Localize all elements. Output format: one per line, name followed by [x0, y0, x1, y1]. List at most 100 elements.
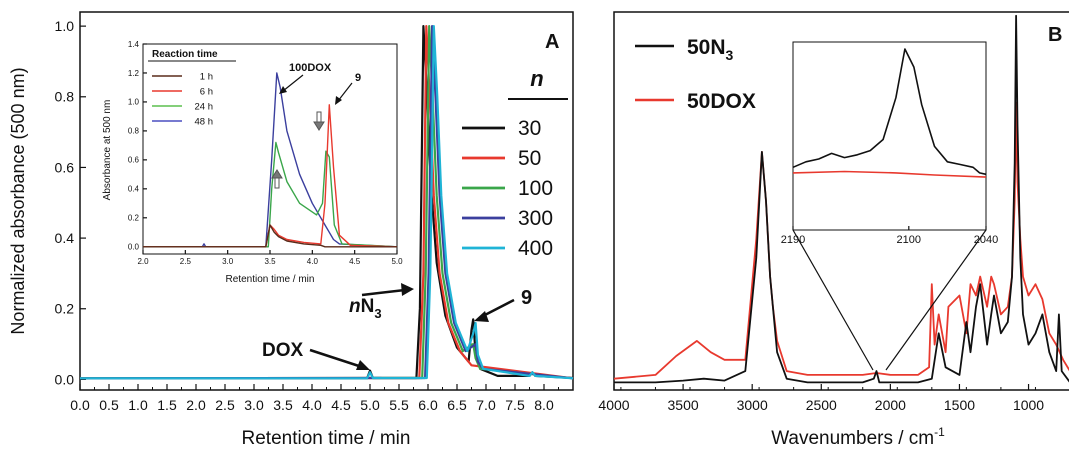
- panel-b-inset-ticks: 2190 2100 2040: [781, 226, 998, 246]
- panel-a-xtick-label: 4.5: [331, 397, 351, 413]
- inset-legend: Reaction time 1 h 6 h 24 h 48 h: [148, 49, 236, 128]
- inset-legend-label-24h: 24 h: [195, 102, 214, 113]
- panel-a-y-axis-label: Normalized absorbance (500 nm): [8, 67, 28, 334]
- annotation-9-arrow: [480, 298, 515, 319]
- panel-a-xtick-label: 0.0: [70, 397, 90, 413]
- inset-y-axis-label: Absorbance at 500 nm: [102, 100, 113, 201]
- panel-b-series: [613, 14, 1069, 384]
- panel-a-ticks: 0.0 0.5 1.0 1.5 2.0 2.5 3.0 3.5 4.0 4.5 5.0 5.5 6.0 6…: [55, 18, 574, 413]
- panel-b-xtick-label: 2500: [806, 397, 837, 413]
- panel-b: 4000 3500 3000 2500 2000 1500 1000 B Wavenumbe…: [598, 11, 1069, 449]
- annotation-9-label: 9: [521, 287, 532, 309]
- inset-ytick-label: 0.0: [128, 243, 140, 252]
- panel-b-inset-xtick-label: 2190: [781, 234, 805, 246]
- panel-b-xtick-label: 4000: [598, 397, 629, 413]
- legend-n-30-label: 30: [518, 117, 541, 140]
- panel-a-xtick-label: 7.0: [476, 397, 496, 413]
- panel-a-ytick-label: 0.2: [55, 301, 75, 317]
- panel-a-series-line-400: [80, 25, 574, 380]
- inset-down-arrow: [313, 111, 325, 131]
- inset-legend-label-1h: 1 h: [200, 72, 213, 83]
- annotation-9: 9: [474, 287, 532, 322]
- inset-xtick-label: 2.0: [137, 257, 149, 266]
- panel-a-series: [79, 25, 574, 380]
- panel-b-plot-frame: [613, 11, 1069, 391]
- inset-annotation-100dox-arrow: [282, 74, 304, 92]
- inset-series-line-24-h: [143, 141, 398, 248]
- annotation-dox: DOX: [262, 340, 370, 370]
- inset-xtick-label: 4.0: [307, 257, 319, 266]
- legend-n-400-label: 400: [518, 237, 553, 260]
- panel-a-inset: 2.0 2.5 3.0 3.5 4.0 4.5 5.0 0.0 0.2 0.4 0.6 0.8 1.0 1…: [102, 40, 403, 285]
- panel-b-xtick-label: 3500: [668, 397, 699, 413]
- inset-xtick-label: 3.5: [264, 257, 276, 266]
- panel-b-inset-series-line-50n3: [792, 48, 987, 176]
- inset-ytick-label: 1.0: [128, 98, 140, 107]
- zoom-line-right: [885, 229, 987, 371]
- inset-xtick-label: 5.0: [391, 257, 403, 266]
- panel-b-inset-xtick-label: 2100: [897, 234, 921, 246]
- panel-a-xtick-label: 8.0: [534, 397, 554, 413]
- annotation-dox-label: DOX: [262, 340, 304, 361]
- panel-a-x-axis-label: Retention time / min: [242, 428, 411, 449]
- panel-a-xtick-label: 6.5: [447, 397, 467, 413]
- panel-b-xtick-label: 1000: [1013, 397, 1044, 413]
- inset-xtick-label: 3.0: [222, 257, 234, 266]
- legend-n-50-label: 50: [518, 147, 541, 170]
- inset-legend-label-6h: 6 h: [200, 87, 213, 98]
- panel-a-xtick-label: 7.5: [505, 397, 525, 413]
- panel-a-xtick-label: 1.0: [128, 397, 148, 413]
- inset-series-line-48-h: [143, 72, 398, 248]
- inset-annotation-100dox: 100DOX: [279, 62, 332, 94]
- inset-ytick-label: 0.4: [128, 185, 140, 194]
- panel-b-xtick-label: 2000: [875, 397, 906, 413]
- inset-legend-label-48h: 48 h: [195, 117, 214, 128]
- panel-a-xtick-label: 2.0: [186, 397, 206, 413]
- annotation-nn3: nN3: [349, 283, 414, 321]
- panel-b-xtick-label: 3000: [737, 397, 768, 413]
- panel-a-xtick-label: 3.5: [273, 397, 293, 413]
- annotation-nn3-arrow: [361, 288, 406, 297]
- inset-series-line-1-h: [143, 224, 397, 248]
- panel-a-xtick-label: 1.5: [157, 397, 177, 413]
- inset-x-axis-label: Retention time / min: [226, 274, 315, 285]
- panel-a-xtick-label: 4.0: [302, 397, 322, 413]
- inset-down-arrow-shaft: [316, 111, 322, 123]
- panel-a-ytick-label: 0.0: [55, 371, 75, 387]
- panel-a-series-line-100: [79, 25, 574, 380]
- panel-a-xtick-label: 5.5: [389, 397, 409, 413]
- panel-a-xtick-label: 6.0: [418, 397, 438, 413]
- inset-annotation-9: 9: [335, 72, 361, 105]
- inset-ytick-label: 0.8: [128, 127, 140, 136]
- legend-n-300-label: 300: [518, 207, 553, 230]
- panel-a-xtick-label: 3.0: [244, 397, 264, 413]
- panel-b-label: B: [1048, 24, 1062, 46]
- panel-a-xtick-label: 5.0: [360, 397, 380, 413]
- panel-a-ytick-label: 0.8: [55, 89, 75, 105]
- inset-xtick-label: 4.5: [349, 257, 361, 266]
- annotation-dox-arrow: [309, 348, 363, 369]
- panel-b-x-axis-label: Wavenumbers / cm-1: [771, 425, 945, 449]
- annotation-nn3-arrowhead: [401, 283, 414, 296]
- panel-a-ytick-label: 1.0: [55, 18, 75, 34]
- inset-up-arrow-shaft: [274, 177, 280, 189]
- inset-annotation-100dox-arrowhead: [279, 86, 287, 94]
- inset-up-arrow: [271, 169, 283, 189]
- annotation-dox-arrowhead: [356, 360, 370, 370]
- panel-b-inset-frame: [792, 41, 987, 231]
- zoom-line-left: [792, 229, 874, 371]
- panel-a-ytick-label: 0.6: [55, 159, 75, 175]
- panel-a-xtick-label: 2.5: [215, 397, 235, 413]
- inset-ytick-label: 0.2: [128, 214, 140, 223]
- panel-b-inset-series-line-50dox: [792, 170, 987, 178]
- inset-legend-title: Reaction time: [152, 49, 218, 60]
- inset-annotation-9-arrow: [337, 82, 353, 102]
- inset-ytick-label: 1.4: [128, 40, 140, 49]
- panel-b-ticks: 4000 3500 3000 2500 2000 1500 1000: [598, 384, 1044, 413]
- panel-a-xtick-label: 0.5: [99, 397, 119, 413]
- inset-annotation-9-label: 9: [355, 72, 361, 84]
- annotation-nn3-label: nN3: [349, 296, 382, 321]
- panel-b-series-line-50n3: [614, 14, 1069, 384]
- inset-down-arrow-head: [313, 121, 325, 131]
